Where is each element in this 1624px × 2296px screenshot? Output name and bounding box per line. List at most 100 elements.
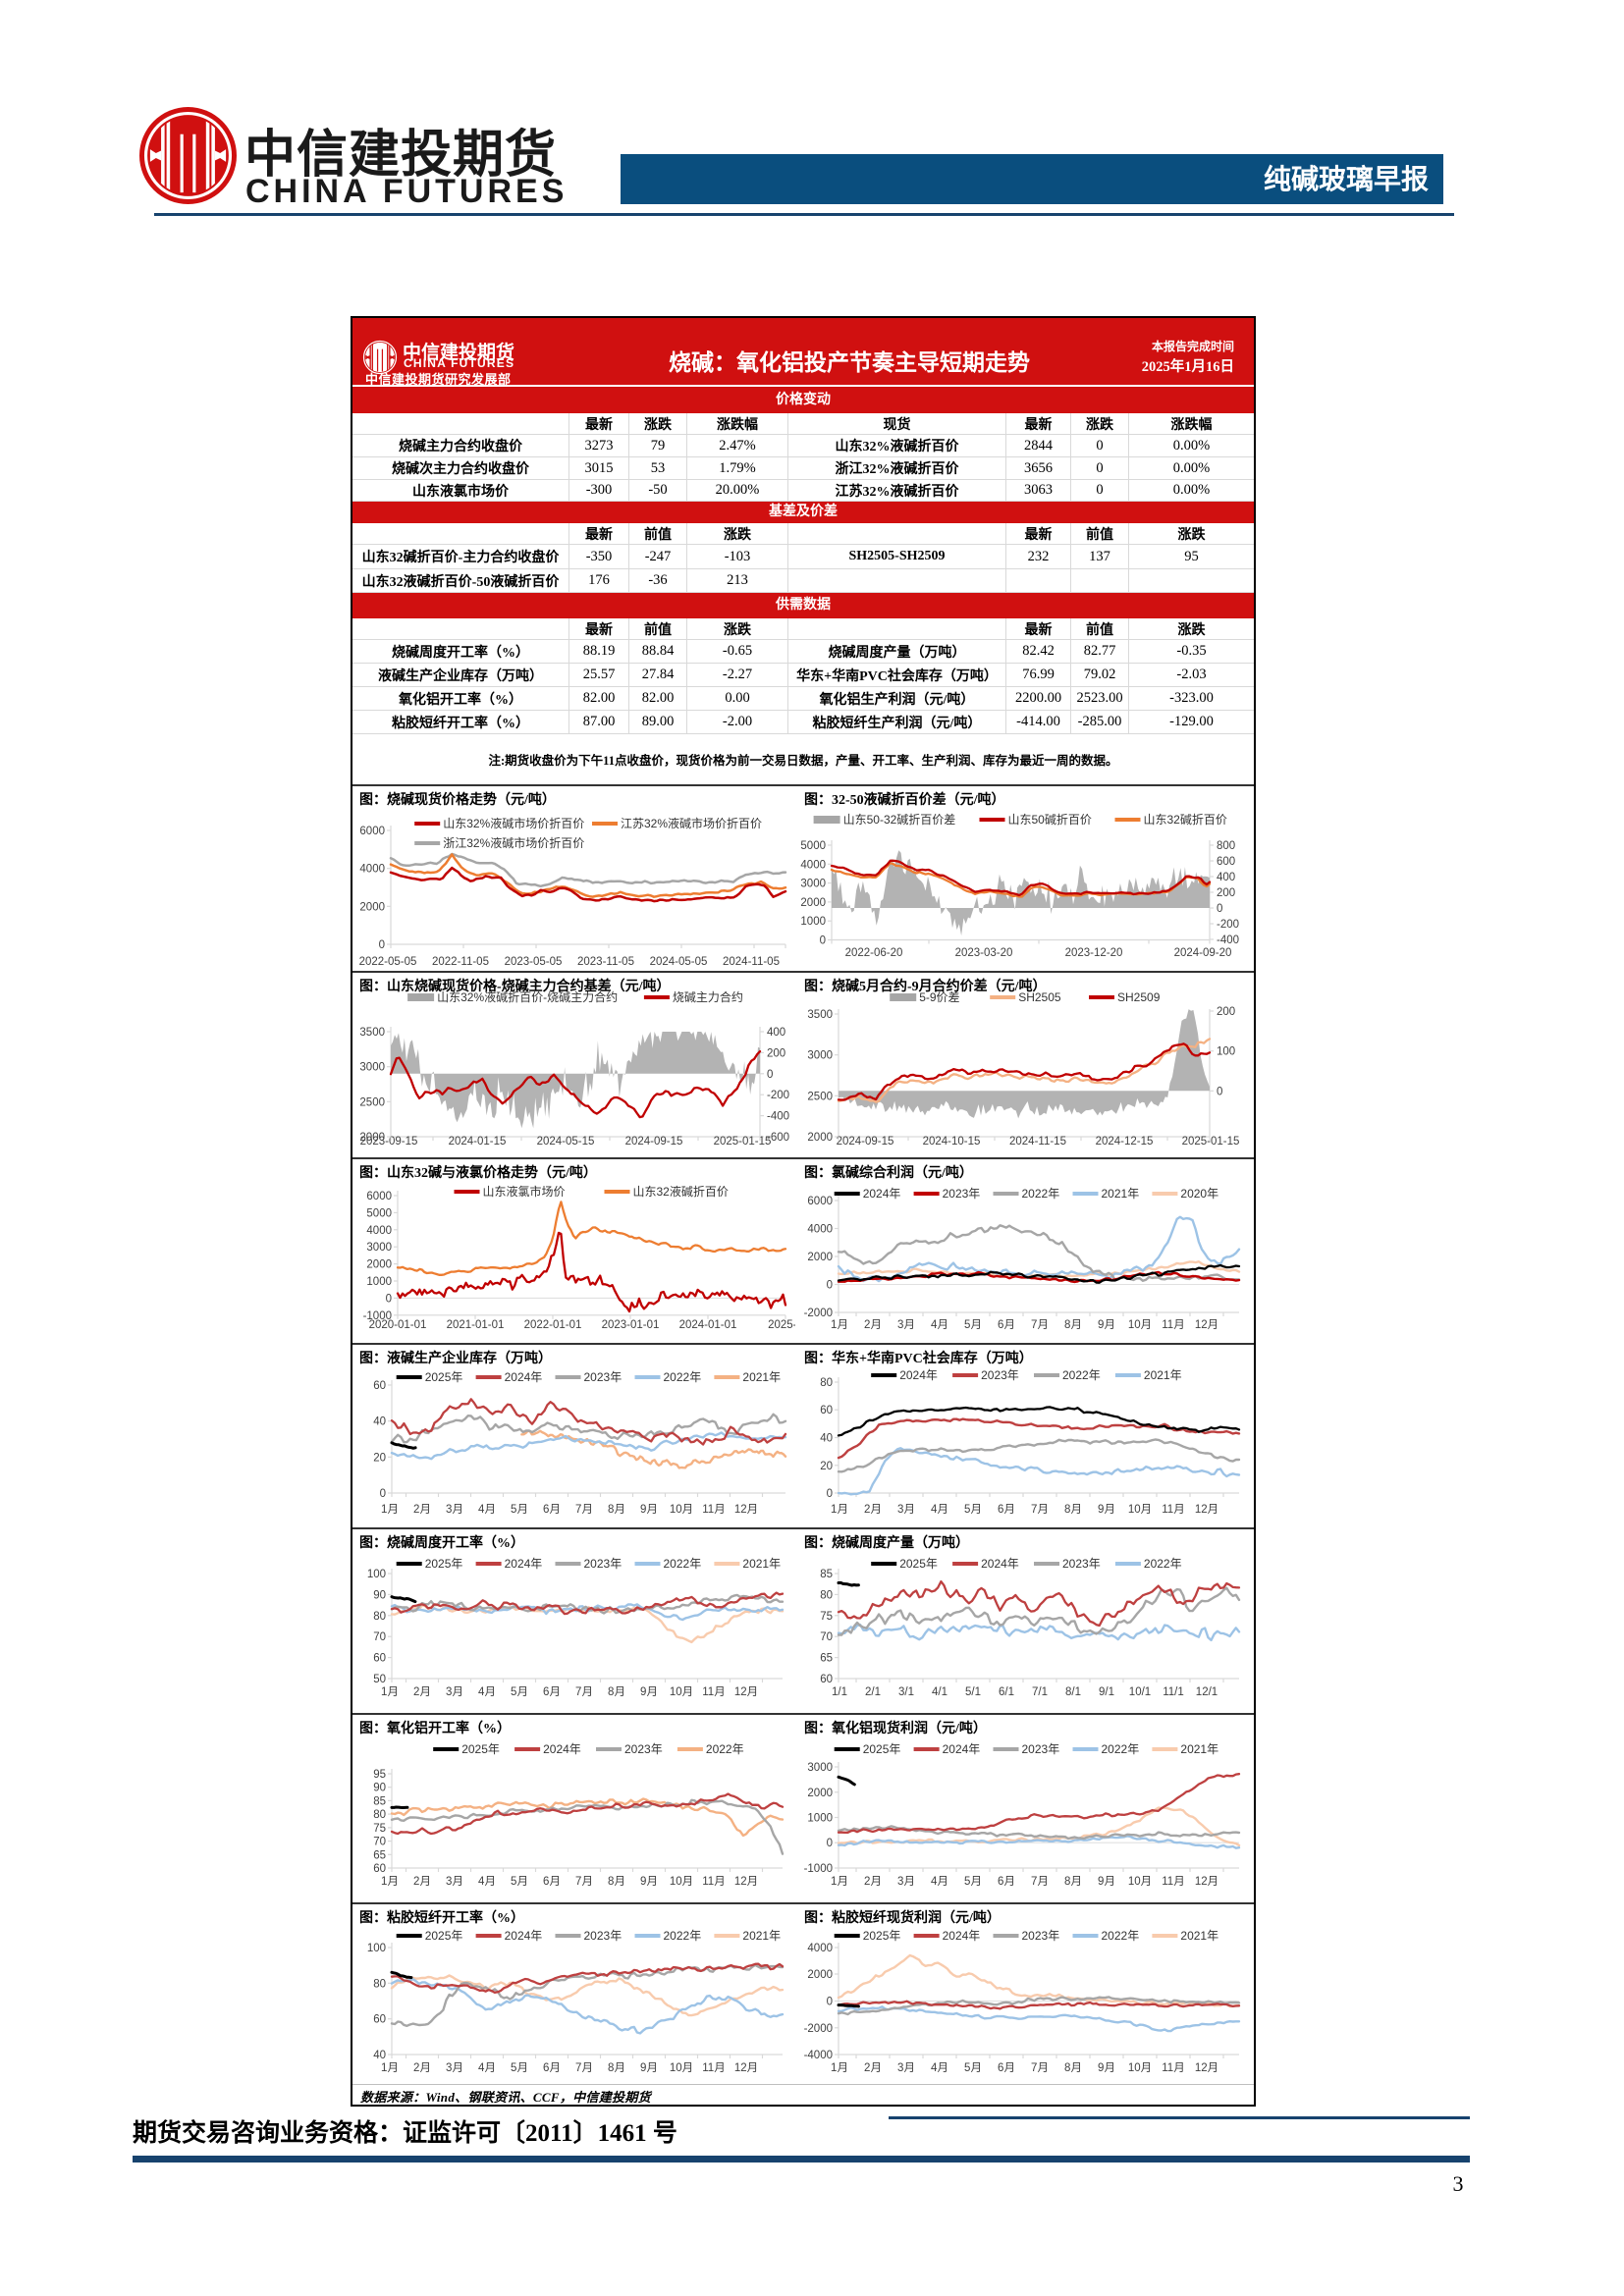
- svg-text:80: 80: [820, 1589, 833, 1601]
- svg-text:60: 60: [373, 1863, 386, 1875]
- svg-text:2月: 2月: [864, 1876, 882, 1888]
- svg-text:2022-05-05: 2022-05-05: [359, 956, 417, 968]
- svg-text:2000: 2000: [807, 1969, 833, 1981]
- svg-text:-4000: -4000: [804, 2050, 833, 2061]
- svg-text:2500: 2500: [807, 1091, 833, 1102]
- svg-text:10月: 10月: [670, 1504, 693, 1516]
- svg-text:2024年: 2024年: [863, 1187, 901, 1201]
- svg-text:浙江32%液碱市场价折百价: 浙江32%液碱市场价折百价: [443, 835, 584, 850]
- svg-text:3000: 3000: [807, 1762, 833, 1774]
- svg-text:90: 90: [373, 1783, 386, 1794]
- svg-text:1月: 1月: [381, 2062, 399, 2074]
- svg-text:0: 0: [827, 1997, 833, 2008]
- svg-text:0: 0: [379, 939, 385, 951]
- svg-text:0: 0: [820, 935, 826, 947]
- svg-text:7月: 7月: [1031, 1504, 1049, 1516]
- svg-text:7月: 7月: [575, 2062, 593, 2074]
- svg-text:5月: 5月: [511, 1504, 528, 1516]
- svg-text:2022年: 2022年: [664, 1929, 702, 1943]
- svg-text:7/1: 7/1: [1032, 1686, 1048, 1698]
- svg-text:3月: 3月: [897, 1504, 915, 1516]
- svg-text:5月: 5月: [964, 1319, 982, 1331]
- svg-text:6月: 6月: [998, 2062, 1015, 2074]
- svg-text:-2000: -2000: [804, 2023, 833, 2035]
- svg-text:6/1: 6/1: [999, 1686, 1014, 1698]
- svg-text:5000: 5000: [800, 840, 826, 852]
- svg-text:2024-11-15: 2024-11-15: [1009, 1136, 1066, 1148]
- svg-text:2000: 2000: [807, 1788, 833, 1799]
- svg-text:10/1: 10/1: [1129, 1686, 1151, 1698]
- svg-text:山东液氯市场价: 山东液氯市场价: [483, 1184, 566, 1199]
- svg-text:8月: 8月: [608, 2062, 625, 2074]
- svg-text:3000: 3000: [807, 1050, 833, 1062]
- svg-text:85: 85: [373, 1795, 386, 1807]
- svg-text:12月: 12月: [1195, 1504, 1218, 1516]
- svg-text:1月: 1月: [381, 1686, 399, 1698]
- svg-text:11/1: 11/1: [1163, 1686, 1184, 1698]
- svg-text:3/1: 3/1: [898, 1686, 914, 1698]
- svg-text:60: 60: [373, 1653, 386, 1665]
- svg-text:6000: 6000: [807, 1196, 833, 1207]
- svg-text:3月: 3月: [446, 1504, 463, 1516]
- svg-text:9月: 9月: [1098, 1504, 1115, 1516]
- svg-text:2024-09-15: 2024-09-15: [837, 1136, 894, 1148]
- svg-text:4000: 4000: [366, 1225, 392, 1237]
- svg-text:5月: 5月: [511, 2062, 528, 2074]
- svg-text:2024-11-05: 2024-11-05: [723, 956, 780, 968]
- svg-text:6月: 6月: [543, 1686, 561, 1698]
- svg-text:11月: 11月: [702, 2062, 725, 2074]
- svg-text:2月: 2月: [413, 1504, 431, 1516]
- svg-text:2023年: 2023年: [943, 1187, 981, 1201]
- svg-text:11月: 11月: [1162, 2062, 1184, 2074]
- svg-text:200: 200: [1217, 887, 1235, 899]
- svg-text:3000: 3000: [359, 1062, 385, 1074]
- svg-text:2021年: 2021年: [1102, 1187, 1140, 1201]
- svg-text:9/1: 9/1: [1099, 1686, 1114, 1698]
- svg-text:1月: 1月: [831, 2062, 848, 2074]
- svg-text:2022-06-20: 2022-06-20: [845, 947, 903, 959]
- svg-text:100: 100: [1217, 1046, 1235, 1058]
- svg-text:9月: 9月: [640, 2062, 658, 2074]
- svg-text:4000: 4000: [800, 859, 826, 871]
- svg-text:2021-01-01: 2021-01-01: [447, 1319, 505, 1331]
- svg-text:9月: 9月: [1098, 2062, 1115, 2074]
- svg-text:-400: -400: [1217, 934, 1239, 946]
- svg-text:2月: 2月: [413, 1686, 431, 1698]
- svg-text:40: 40: [820, 1433, 833, 1445]
- svg-text:SH2505: SH2505: [1018, 990, 1061, 1004]
- svg-text:2月: 2月: [413, 1876, 431, 1888]
- svg-text:75: 75: [373, 1823, 386, 1835]
- svg-text:7月: 7月: [1031, 1876, 1049, 1888]
- svg-text:山东32%液碱市场价折百价: 山东32%液碱市场价折百价: [443, 816, 584, 830]
- svg-text:2025-01-15: 2025-01-15: [1182, 1136, 1240, 1148]
- svg-text:12月: 12月: [734, 1504, 758, 1516]
- svg-text:2023年: 2023年: [1022, 1929, 1060, 1943]
- svg-text:12月: 12月: [734, 2062, 758, 2074]
- svg-text:-600: -600: [767, 1132, 789, 1144]
- svg-text:200: 200: [1217, 1006, 1235, 1018]
- svg-text:3000: 3000: [800, 879, 826, 890]
- svg-text:2022-11-05: 2022-11-05: [432, 956, 489, 968]
- svg-text:2021年: 2021年: [1144, 1368, 1182, 1382]
- svg-text:1月: 1月: [831, 1876, 848, 1888]
- svg-text:2024年: 2024年: [899, 1368, 938, 1382]
- svg-text:2000: 2000: [807, 1252, 833, 1263]
- svg-text:9月: 9月: [1098, 1876, 1115, 1888]
- svg-text:3月: 3月: [446, 2062, 463, 2074]
- svg-text:0: 0: [767, 1069, 773, 1081]
- svg-text:2024-09-20: 2024-09-20: [1174, 947, 1232, 959]
- svg-text:70: 70: [820, 1631, 833, 1643]
- svg-text:2023年: 2023年: [584, 1929, 623, 1943]
- svg-text:8月: 8月: [608, 1504, 625, 1516]
- svg-text:3月: 3月: [897, 1319, 915, 1331]
- svg-text:10月: 10月: [1128, 1319, 1152, 1331]
- svg-text:200: 200: [767, 1047, 785, 1059]
- svg-text:2022年: 2022年: [1062, 1368, 1101, 1382]
- svg-text:7月: 7月: [1031, 2062, 1049, 2074]
- svg-text:10月: 10月: [1128, 1504, 1152, 1516]
- svg-text:-400: -400: [767, 1111, 789, 1123]
- svg-text:山东32液碱折百价: 山东32液碱折百价: [633, 1184, 729, 1199]
- svg-text:50: 50: [373, 1674, 386, 1685]
- svg-text:60: 60: [373, 1380, 386, 1392]
- svg-text:3月: 3月: [897, 2062, 915, 2074]
